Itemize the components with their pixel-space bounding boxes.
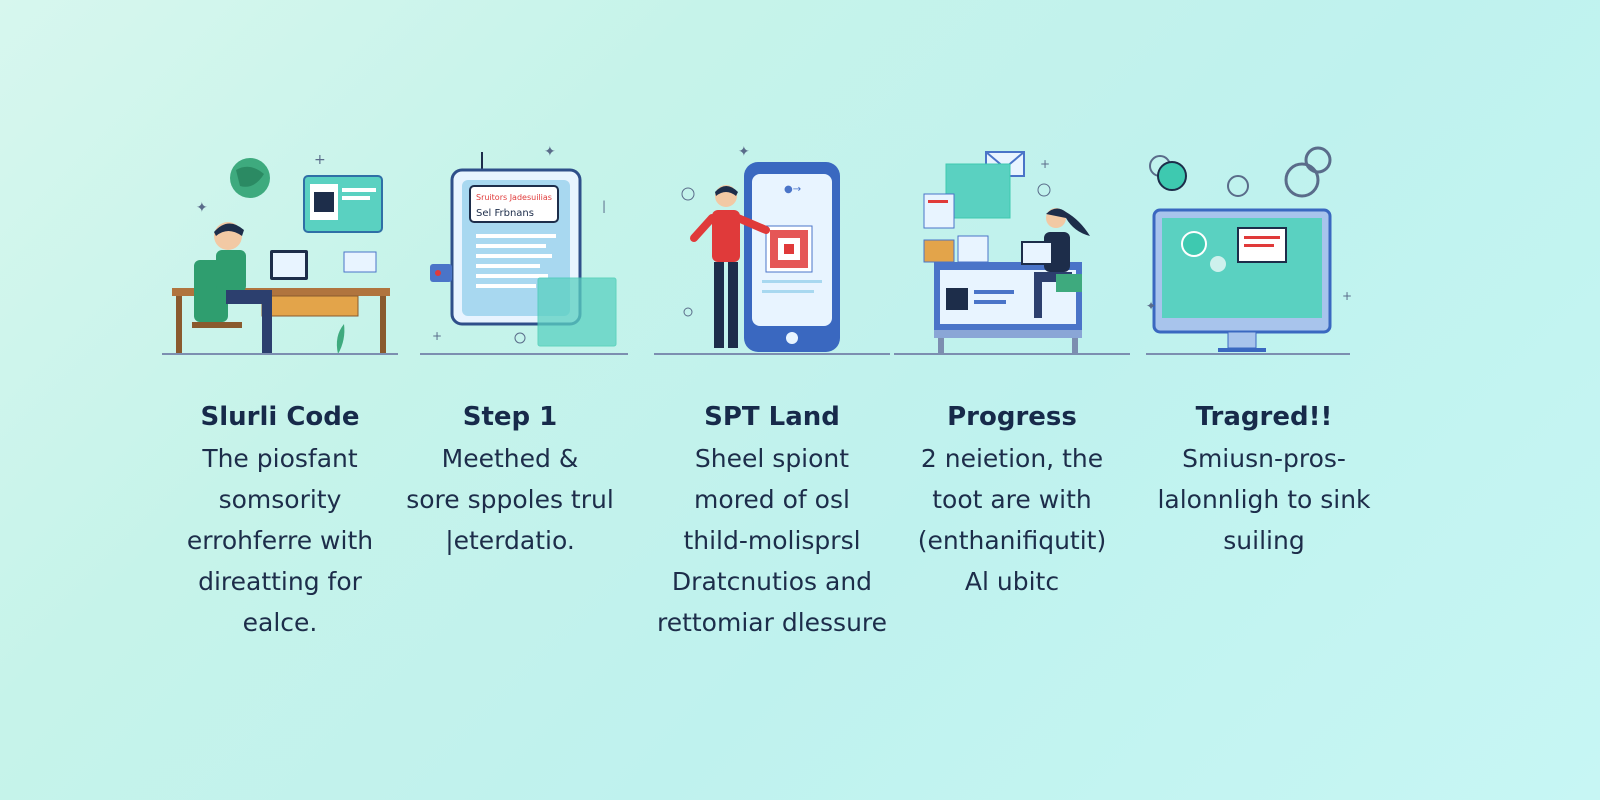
step-description: 2 neietion, the toot are with (enthanifi… — [917, 444, 1107, 596]
svg-text:Sruitors Jadesuilias: Sruitors Jadesuilias — [476, 193, 552, 202]
step-description: The piosfant somsority errohferre with d… — [186, 444, 374, 637]
step-description: Smiusn-pros- lalonnligh to sink suiling — [1157, 444, 1371, 555]
step-card-4: + Progress 2 neietion, the toot are with… — [894, 140, 1130, 660]
step-description: Sheel spiont mored of osl thild-molisprs… — [656, 444, 888, 637]
step-title: Slurli Code — [200, 402, 360, 432]
step-title: Step 1 — [462, 402, 558, 432]
document-window-icon: ✦ Sruitors Jadesuilias Sel Frbnans + | — [420, 144, 628, 355]
woman-at-workstation-icon: + — [894, 151, 1130, 355]
step-title: Progress — [947, 402, 1077, 432]
svg-text:✦: ✦ — [544, 144, 556, 160]
person-at-desk-icon: + ✦ — [162, 152, 398, 355]
person-with-phone-icon: ✦ ●→ — [654, 144, 890, 355]
step-card-1: + ✦ Slurli Code The piosfant somsority e… — [162, 140, 398, 660]
step-card-3: ✦ ●→ SPT Land Sheel spiont mored of osl … — [654, 140, 890, 660]
svg-text:+: + — [1342, 289, 1352, 303]
step-card-2: ✦ Sruitors Jadesuilias Sel Frbnans + | S… — [392, 140, 628, 660]
svg-text:✦: ✦ — [1146, 299, 1156, 313]
step-card-5: ✦ + Tragred!! Smiusn-pros- lalonnligh to… — [1146, 140, 1382, 660]
svg-text:+: + — [432, 329, 442, 343]
svg-text:|: | — [602, 199, 606, 213]
svg-text:+: + — [1040, 157, 1050, 171]
svg-text:+: + — [314, 152, 326, 168]
monitor-dashboard-icon: ✦ + — [1146, 146, 1352, 355]
step-title: SPT Land — [704, 402, 840, 432]
svg-text:●→: ●→ — [784, 184, 801, 195]
svg-text:✦: ✦ — [196, 200, 208, 216]
step-title: Tragred!! — [1195, 402, 1333, 432]
svg-text:✦: ✦ — [738, 144, 750, 160]
svg-text:Sel Frbnans: Sel Frbnans — [476, 208, 534, 219]
step-description: Meethed & sore sppoles trul |eterdatio. — [406, 444, 614, 555]
